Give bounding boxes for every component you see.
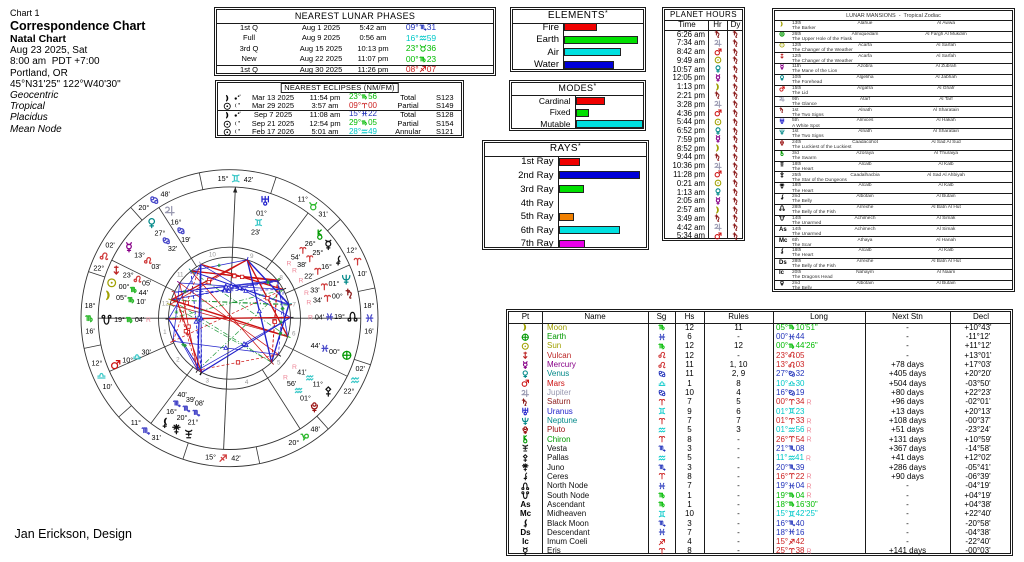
svg-text:16': 16' xyxy=(85,326,95,335)
svg-text:R: R xyxy=(299,278,304,285)
svg-text:22°: 22° xyxy=(343,387,354,396)
svg-text:10': 10' xyxy=(136,297,146,306)
svg-text:16°: 16° xyxy=(166,407,177,416)
svg-text:10': 10' xyxy=(357,269,367,278)
svg-text:16°: 16° xyxy=(321,262,332,271)
svg-text:2: 2 xyxy=(176,357,180,364)
svg-text:19°: 19° xyxy=(334,312,345,321)
svg-text:04': 04' xyxy=(315,313,325,322)
svg-text:42': 42' xyxy=(231,454,241,463)
svg-text:5: 5 xyxy=(277,359,281,366)
svg-text:18°: 18° xyxy=(363,301,374,310)
svg-text:R: R xyxy=(304,290,309,297)
svg-text:25°: 25° xyxy=(312,248,323,257)
svg-text:38': 38' xyxy=(297,260,307,269)
svg-text:R: R xyxy=(146,317,151,324)
svg-text:31': 31' xyxy=(318,210,328,219)
svg-text:05°: 05° xyxy=(116,293,127,302)
svg-text:23°: 23° xyxy=(123,271,134,280)
svg-text:11°: 11° xyxy=(298,194,308,203)
svg-text:1: 1 xyxy=(163,329,167,336)
svg-text:03': 03' xyxy=(151,262,161,271)
svg-text:48': 48' xyxy=(161,189,171,198)
svg-text:3: 3 xyxy=(206,378,210,385)
svg-text:40': 40' xyxy=(177,390,187,399)
svg-text:11: 11 xyxy=(177,271,184,278)
svg-text:23': 23' xyxy=(251,228,261,237)
svg-text:15°: 15° xyxy=(218,174,229,183)
svg-text:R: R xyxy=(292,267,297,274)
svg-text:11°: 11° xyxy=(131,418,141,427)
svg-text:R: R xyxy=(308,315,313,322)
svg-text:01°: 01° xyxy=(256,208,267,217)
svg-text:R: R xyxy=(292,364,297,371)
svg-text:33': 33' xyxy=(310,285,320,294)
svg-text:00°: 00° xyxy=(119,282,130,291)
svg-text:27°: 27° xyxy=(154,229,165,238)
svg-text:12°: 12° xyxy=(346,246,357,255)
svg-text:26°: 26° xyxy=(305,239,316,248)
svg-text:04': 04' xyxy=(135,315,145,324)
svg-text:10: 10 xyxy=(209,252,217,259)
svg-text:31': 31' xyxy=(152,433,162,442)
svg-text:16': 16' xyxy=(364,326,374,335)
svg-text:02': 02' xyxy=(105,241,115,250)
svg-text:10': 10' xyxy=(103,382,113,391)
svg-text:11°: 11° xyxy=(313,379,323,388)
svg-text:22°: 22° xyxy=(93,263,104,272)
svg-text:15°: 15° xyxy=(205,452,216,461)
svg-text:34': 34' xyxy=(313,296,323,305)
svg-text:48': 48' xyxy=(311,424,321,433)
svg-text:54': 54' xyxy=(291,253,301,262)
svg-text:4: 4 xyxy=(245,379,249,386)
svg-text:20°: 20° xyxy=(288,438,299,447)
svg-text:R: R xyxy=(283,374,288,381)
svg-text:R: R xyxy=(306,299,311,306)
svg-text:21°: 21° xyxy=(188,418,199,427)
svg-text:20°: 20° xyxy=(177,413,188,422)
svg-text:19°: 19° xyxy=(114,315,125,324)
svg-text:18°: 18° xyxy=(85,301,96,310)
svg-text:32': 32' xyxy=(168,244,178,253)
svg-text:10°: 10° xyxy=(122,355,133,364)
svg-text:41': 41' xyxy=(297,367,307,376)
svg-text:8: 8 xyxy=(279,274,283,281)
svg-text:30': 30' xyxy=(142,348,152,357)
svg-text:08': 08' xyxy=(195,399,205,408)
svg-text:42': 42' xyxy=(244,175,254,184)
svg-text:16°: 16° xyxy=(171,218,182,227)
svg-text:6: 6 xyxy=(292,330,296,337)
svg-text:56': 56' xyxy=(287,379,297,388)
svg-text:00°: 00° xyxy=(332,292,343,301)
svg-text:39': 39' xyxy=(186,395,196,404)
svg-text:05': 05' xyxy=(142,279,152,288)
svg-text:13°: 13° xyxy=(134,250,145,259)
svg-text:00°: 00° xyxy=(329,347,340,356)
svg-text:9: 9 xyxy=(250,253,254,260)
svg-text:44': 44' xyxy=(311,341,321,350)
svg-text:44': 44' xyxy=(139,288,149,297)
svg-text:R: R xyxy=(286,261,291,268)
svg-text:12: 12 xyxy=(162,300,170,307)
svg-text:20°: 20° xyxy=(138,203,149,212)
svg-text:19': 19' xyxy=(181,235,191,244)
svg-text:7: 7 xyxy=(292,302,296,309)
svg-text:02': 02' xyxy=(356,364,366,373)
svg-text:01°: 01° xyxy=(300,393,311,402)
svg-text:12°: 12° xyxy=(91,359,102,368)
svg-text:22': 22' xyxy=(304,271,314,280)
svg-text:01°: 01° xyxy=(328,279,339,288)
